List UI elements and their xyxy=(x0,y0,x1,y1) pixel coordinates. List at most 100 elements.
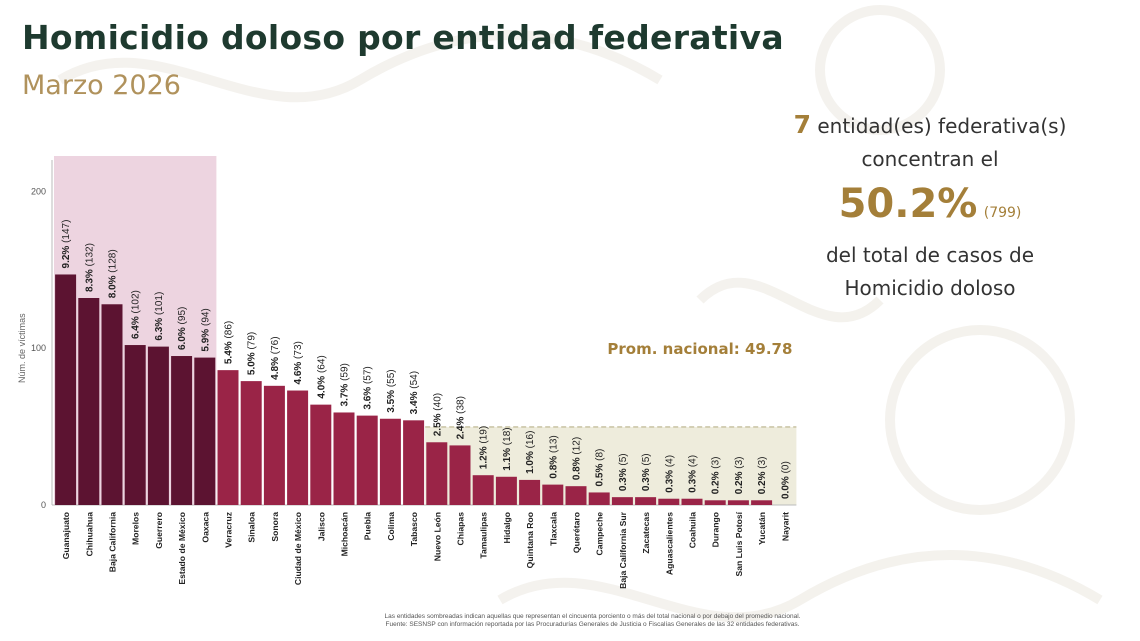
bar xyxy=(78,298,100,505)
bar xyxy=(426,442,448,505)
summary-cases: (799) xyxy=(983,205,1022,221)
category-label: Ciudad de México xyxy=(293,512,303,585)
summary-count: 7 xyxy=(793,110,811,139)
data-label: 0.8% (13) xyxy=(548,435,559,478)
summary-line-1: 7 entidad(es) federativa(s) xyxy=(790,108,1070,143)
category-label: Aguascalientes xyxy=(664,512,674,575)
data-label: 4.8% (76) xyxy=(270,336,281,379)
data-label: 0.3% (5) xyxy=(641,453,652,491)
category-label: Querétaro xyxy=(572,512,582,553)
data-label: 0.0% (0) xyxy=(780,461,791,499)
bar-chart: Prom. nacional: 49.78 0 100 200 Núm. de víct… xyxy=(17,156,797,589)
category-label: San Luis Potosí xyxy=(734,511,744,576)
category-label: Chihuahua xyxy=(84,512,94,557)
bar xyxy=(194,357,216,505)
category-label: Baja California xyxy=(108,512,118,572)
summary-text-4: Homicidio doloso xyxy=(844,276,1016,300)
data-label: 5.4% (86) xyxy=(224,321,235,364)
page-subtitle: Marzo 2026 xyxy=(22,70,181,101)
category-label: Puebla xyxy=(363,512,373,540)
bar xyxy=(171,356,193,505)
bar xyxy=(704,500,726,505)
category-label: Tlaxcala xyxy=(548,512,558,546)
bar xyxy=(658,498,680,505)
data-label: 2.4% (38) xyxy=(456,396,467,439)
bar xyxy=(519,479,541,505)
bar xyxy=(472,475,494,505)
bar xyxy=(55,274,77,505)
category-label: Campeche xyxy=(595,512,605,556)
data-label: 0.5% (8) xyxy=(595,449,606,487)
category-label: Zacatecas xyxy=(641,512,651,554)
category-label: Chiapas xyxy=(456,512,466,546)
y-tick-label: 0 xyxy=(41,500,46,510)
bar xyxy=(495,476,517,505)
summary-text-2: concentran el xyxy=(861,147,999,171)
bar xyxy=(147,346,169,505)
bar xyxy=(263,385,285,505)
data-label: 4.6% (73) xyxy=(293,341,304,384)
data-label: 2.5% (40) xyxy=(432,393,443,436)
y-axis-label: Núm. de víctimas xyxy=(17,313,27,383)
data-label: 3.4% (54) xyxy=(409,371,420,414)
data-label: 0.8% (12) xyxy=(572,437,583,480)
bar xyxy=(356,415,378,505)
category-label: Colima xyxy=(386,512,396,541)
summary-panel: 7 entidad(es) federativa(s) concentran e… xyxy=(790,108,1070,305)
data-label: 5.0% (79) xyxy=(247,332,258,375)
category-label: Coahuila xyxy=(688,512,698,549)
bar xyxy=(379,418,401,505)
data-label: 6.0% (95) xyxy=(177,307,188,350)
data-label: 1.1% (18) xyxy=(502,427,513,470)
data-label: 3.5% (55) xyxy=(386,369,397,412)
data-label: 5.9% (94) xyxy=(200,308,211,351)
category-label: Yucatán xyxy=(757,512,767,545)
data-label: 4.0% (64) xyxy=(316,355,327,398)
data-label: 0.3% (5) xyxy=(618,453,629,491)
bar xyxy=(588,492,610,505)
data-label: 0.2% (3) xyxy=(711,456,722,494)
data-label: 3.7% (59) xyxy=(340,363,351,406)
summary-percent: 50.2% xyxy=(838,181,978,227)
data-label: 6.4% (102) xyxy=(131,290,142,339)
bar xyxy=(287,390,309,505)
category-label: Tabasco xyxy=(409,512,419,546)
summary-text-3: del total de casos de xyxy=(825,243,1035,267)
y-tick-label: 100 xyxy=(31,343,46,353)
category-label: Sonora xyxy=(270,512,280,542)
data-label: 6.3% (101) xyxy=(154,292,165,341)
category-label: Veracruz xyxy=(224,512,234,548)
category-label: Nayarit xyxy=(780,512,790,541)
footnote-line-2: Fuente: SESNSP con información reportada… xyxy=(385,621,800,628)
data-label: 9.2% (147) xyxy=(61,220,72,269)
bar xyxy=(542,484,564,505)
bar xyxy=(101,304,123,505)
bar xyxy=(751,500,773,505)
bar xyxy=(217,370,239,505)
data-label: 0.2% (3) xyxy=(757,456,768,494)
category-label: Estado de México xyxy=(177,512,187,585)
category-label: Quintana Roo xyxy=(525,512,535,568)
bar xyxy=(333,412,355,505)
data-label: 1.0% (16) xyxy=(525,431,536,474)
category-label: Jalisco xyxy=(316,512,326,541)
category-label: Guerrero xyxy=(154,512,164,549)
bar xyxy=(565,486,587,505)
category-label: Durango xyxy=(711,512,721,547)
category-label: Sinaloa xyxy=(247,512,257,543)
category-label: Morelos xyxy=(131,512,141,545)
category-label: Oaxaca xyxy=(200,512,210,543)
summary-text-1: entidad(es) federativa(s) xyxy=(817,114,1067,138)
category-label: Hidalgo xyxy=(502,512,512,544)
summary-percent-line: 50.2% (799) xyxy=(790,182,1070,235)
data-label: 1.2% (19) xyxy=(479,426,490,469)
bar xyxy=(310,404,332,505)
category-label: Guanajuato xyxy=(61,512,71,559)
footnote-line-1: Las entidades sombreadas indican aquella… xyxy=(384,613,801,620)
bar xyxy=(681,498,703,505)
data-label: 0.3% (4) xyxy=(688,455,699,493)
bar xyxy=(611,497,633,505)
footnotes: Las entidades sombreadas indican aquella… xyxy=(0,613,1140,629)
data-label: 0.3% (4) xyxy=(664,455,675,493)
